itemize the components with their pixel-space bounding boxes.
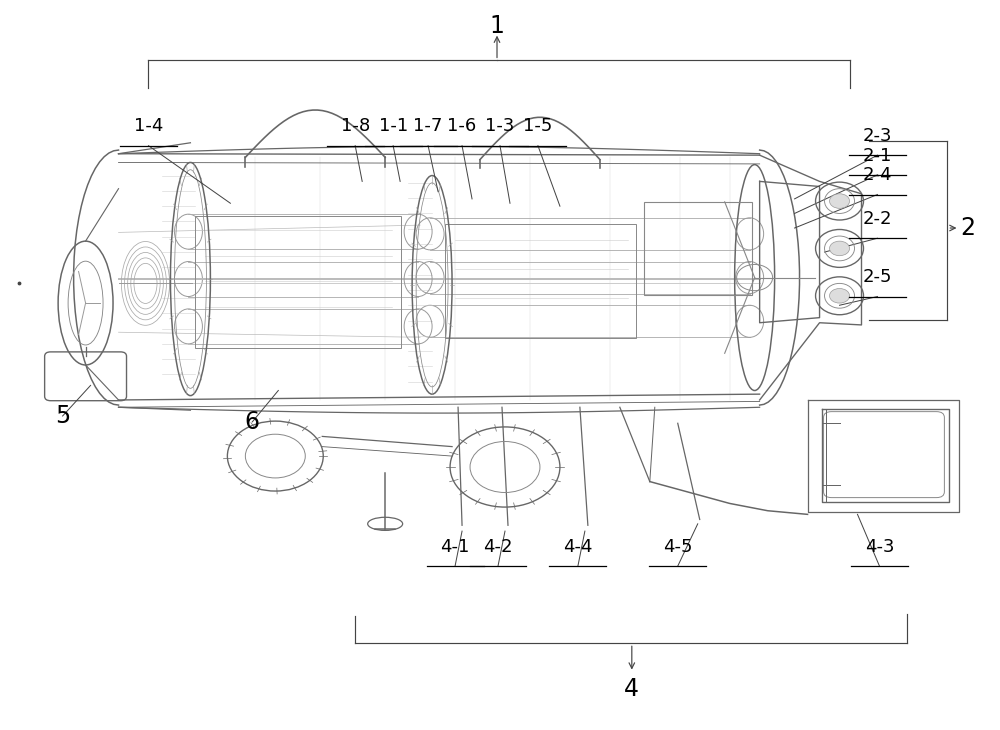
- Circle shape: [830, 241, 850, 255]
- Text: 2-4: 2-4: [863, 166, 892, 184]
- Text: 1-4: 1-4: [134, 118, 163, 136]
- Text: 2-1: 2-1: [863, 147, 892, 165]
- Text: 1-5: 1-5: [523, 118, 553, 136]
- Circle shape: [830, 193, 850, 208]
- Text: 6: 6: [245, 410, 260, 434]
- Text: 4-5: 4-5: [663, 538, 693, 556]
- Text: 2-5: 2-5: [863, 269, 892, 286]
- Text: 5: 5: [55, 404, 70, 428]
- Text: 2: 2: [960, 216, 975, 240]
- Text: 1-1: 1-1: [379, 118, 408, 136]
- Text: 2-3: 2-3: [863, 127, 892, 145]
- Text: 1-3: 1-3: [485, 118, 515, 136]
- Text: 4-4: 4-4: [563, 538, 593, 556]
- Text: 4-1: 4-1: [440, 538, 470, 556]
- Text: 2-2: 2-2: [863, 210, 892, 228]
- Text: 1-8: 1-8: [341, 118, 370, 136]
- Circle shape: [830, 288, 850, 303]
- Text: 1-7: 1-7: [413, 118, 443, 136]
- Text: 1-6: 1-6: [447, 118, 477, 136]
- Text: 4-2: 4-2: [483, 538, 513, 556]
- Text: 1: 1: [490, 14, 504, 38]
- Text: 4-3: 4-3: [865, 538, 894, 556]
- Text: 4: 4: [624, 677, 639, 702]
